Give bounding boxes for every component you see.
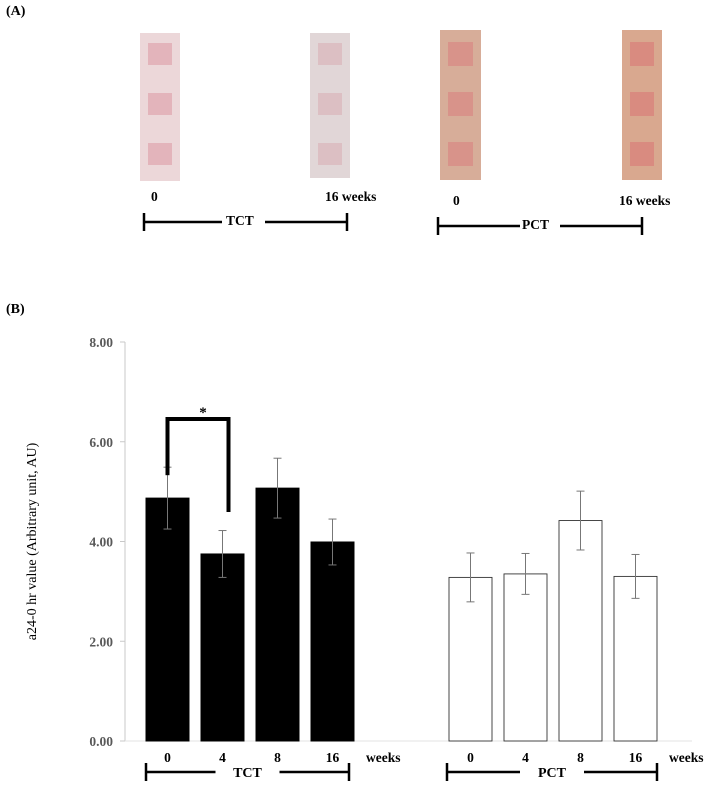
tct-start-label: 0 [151, 189, 158, 204]
panel-a-pct-group-label: PCT [522, 217, 549, 232]
x-tick-label: 4 [219, 750, 226, 765]
bar-tct-week-4 [200, 553, 245, 742]
tct-strip-week-16 [310, 33, 350, 178]
bar-tct-week-0 [145, 497, 190, 742]
x-tick-label: 8 [577, 750, 584, 765]
y-tick-label: 2.00 [89, 634, 113, 649]
x-unit-label: weeks [366, 750, 401, 765]
y-tick-label: 6.00 [89, 435, 113, 450]
y-tick-label: 8.00 [89, 335, 113, 350]
x-tick-label: 0 [467, 750, 474, 765]
significance-marker: * [199, 405, 207, 421]
bar-tct-week-8 [255, 487, 300, 742]
pct-strip-week-16 [622, 30, 662, 180]
bar-pct-week-4 [503, 573, 548, 742]
pct-start-label: 0 [453, 193, 460, 208]
panel-b-label: (B) [6, 302, 25, 317]
y-tick-label: 0.00 [89, 734, 113, 749]
bar-tct-week-16 [310, 541, 355, 742]
bar-pct-week-16 [613, 575, 658, 742]
y-axis-title: a24-0 hr value (Arbitrary unit, AU) [25, 442, 40, 640]
x-tick-label: 16 [326, 750, 340, 765]
tct-strip-week-0 [140, 33, 180, 181]
x-tick-label: 16 [629, 750, 643, 765]
x-tick-label: 4 [522, 750, 529, 765]
x-tick-label: 8 [274, 750, 281, 765]
pct-strip-week-0 [440, 30, 481, 180]
tct-end-label: 16 weeks [325, 189, 377, 204]
panel-a-label: (A) [6, 4, 26, 19]
x-unit-label: weeks [669, 750, 704, 765]
x-tick-label: 0 [164, 750, 171, 765]
bar-pct-week-8 [558, 520, 603, 742]
group-label-pct: PCT [538, 766, 567, 781]
group-label-tct: TCT [233, 766, 262, 781]
pct-end-label: 16 weeks [619, 193, 671, 208]
panel-a-group-brackets [142, 213, 644, 235]
panel-a-tct-group-label: TCT [226, 213, 254, 228]
y-tick-label: 4.00 [89, 535, 113, 550]
bar-pct-week-0 [448, 576, 493, 742]
